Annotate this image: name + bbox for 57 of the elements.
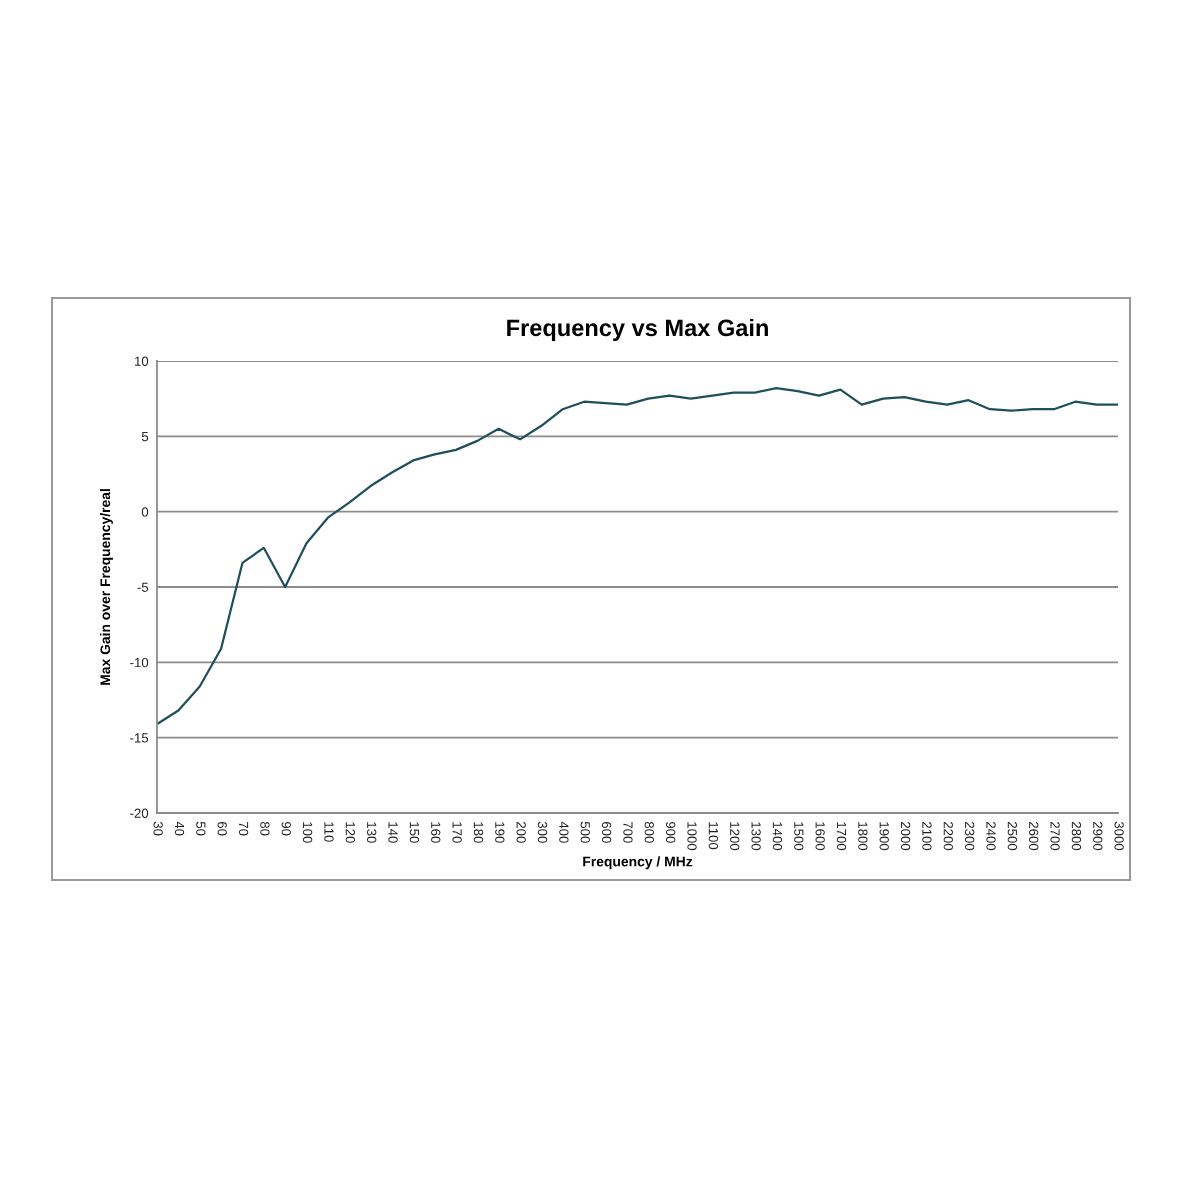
x-tick-label: 2500 xyxy=(1007,822,1018,851)
x-tick-label: 110 xyxy=(324,822,334,842)
line-series xyxy=(157,387,1118,726)
x-tick-label: 80 xyxy=(260,821,270,836)
x-tick-label: 1700 xyxy=(836,822,847,851)
x-tick-label: 3000 xyxy=(1114,821,1124,851)
x-tick-label: 900 xyxy=(665,821,676,843)
x-tick-label: 1900 xyxy=(879,822,889,851)
y-tick-label: 0 xyxy=(141,507,149,517)
y-axis-title: Max Gain over Frequency/real xyxy=(99,489,113,685)
x-tick-label: 60 xyxy=(217,822,227,836)
x-tick-label: 170 xyxy=(452,822,462,843)
x-tick-label: 160 xyxy=(431,822,441,843)
x-tick-label: 130 xyxy=(367,822,377,843)
x-tick-label: 100 xyxy=(302,822,313,843)
x-tick-label: 2400 xyxy=(986,822,996,851)
x-tick-label: 140 xyxy=(388,822,398,843)
x-tick-label: 1800 xyxy=(858,822,868,851)
x-tick-label: 700 xyxy=(623,822,633,843)
x-tick-label: 1500 xyxy=(794,822,804,851)
x-tick-label: 2900 xyxy=(1093,822,1103,851)
x-tick-label: 90 xyxy=(281,821,291,836)
x-tick-label: 150 xyxy=(409,822,420,843)
x-tick-label: 1000 xyxy=(687,822,697,851)
x-tick-label: 1600 xyxy=(815,822,825,851)
y-tick-label: -20 xyxy=(130,808,149,818)
x-tick-label: 2100 xyxy=(922,822,932,851)
x-tick-label: 70 xyxy=(238,822,249,836)
x-tick-label: 600 xyxy=(601,822,612,843)
x-tick-label: 2800 xyxy=(1071,822,1082,851)
x-tick-label: 1100 xyxy=(708,822,719,850)
x-tick-label: 2300 xyxy=(964,822,975,851)
y-tick-label: -5 xyxy=(137,582,149,592)
x-tick-label: 2700 xyxy=(1050,822,1060,851)
x-tick-label: 2000 xyxy=(900,822,911,851)
y-tick-label: 10 xyxy=(135,356,149,366)
x-tick-label: 1300 xyxy=(751,822,761,851)
x-tick-label: 200 xyxy=(516,822,526,843)
x-tick-label: 30 xyxy=(153,821,163,836)
x-tick-label: 400 xyxy=(559,821,569,843)
x-tick-label: 500 xyxy=(580,821,590,843)
y-tick-label: -10 xyxy=(130,657,149,668)
x-tick-label: 1400 xyxy=(772,822,783,851)
x-axis-title: Frequency / MHz xyxy=(583,856,693,870)
x-tick-label: 40 xyxy=(174,821,185,836)
x-tick-label: 2600 xyxy=(1029,822,1039,851)
x-tick-label: 190 xyxy=(495,822,505,843)
x-tick-label: 1200 xyxy=(730,822,740,851)
x-tick-label: 300 xyxy=(537,821,548,843)
y-tick-label: -15 xyxy=(130,733,149,743)
x-tick-label: 50 xyxy=(196,821,206,836)
x-tick-label: 800 xyxy=(644,821,654,843)
x-tick-label: 180 xyxy=(473,822,484,843)
x-tick-label: 120 xyxy=(345,822,355,843)
x-tick-label: 2200 xyxy=(943,822,953,851)
y-tick-label: 5 xyxy=(141,432,149,442)
chart-title: Frequency vs Max Gain xyxy=(507,318,768,341)
